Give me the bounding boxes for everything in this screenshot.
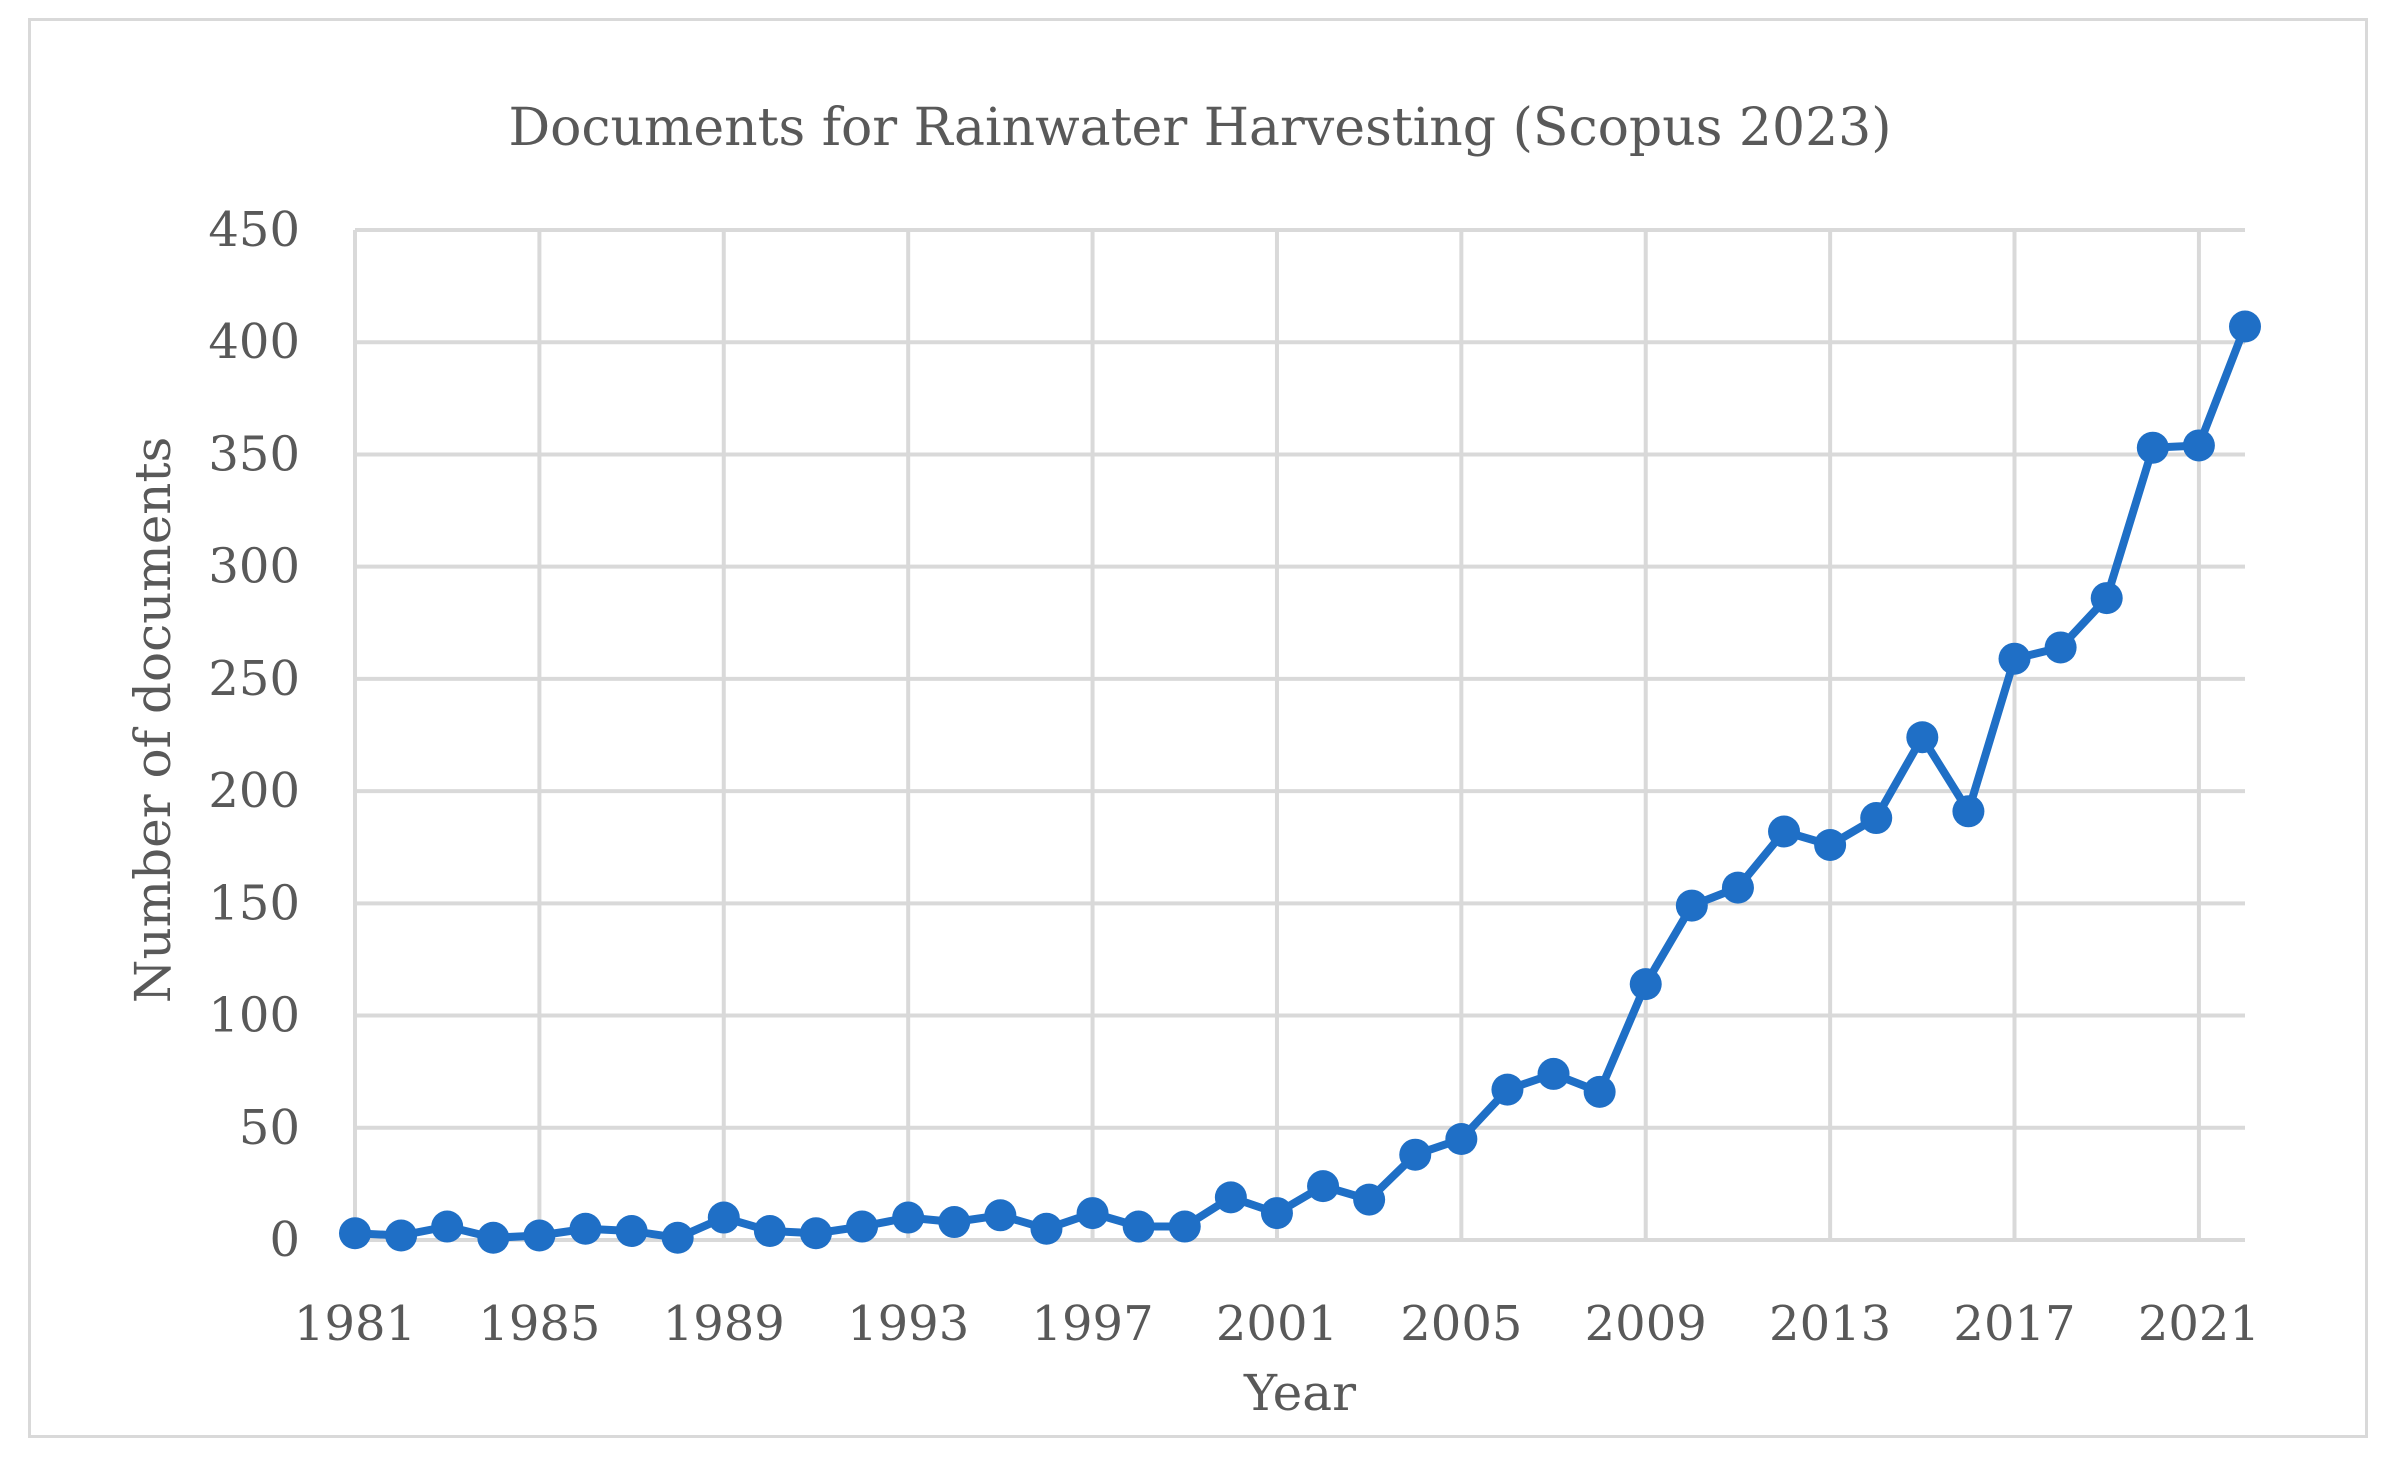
- series-layer: [339, 310, 2261, 1254]
- data-point: [1076, 1197, 1109, 1230]
- x-tick-label: 1993: [847, 1296, 969, 1352]
- chart-title: Documents for Rainwater Harvesting (Scop…: [508, 98, 1891, 158]
- data-point: [1906, 721, 1939, 754]
- data-point: [984, 1199, 1017, 1232]
- data-point: [2044, 631, 2077, 664]
- y-axis-label: Number of documents: [124, 437, 182, 1004]
- data-point: [615, 1215, 648, 1248]
- data-point: [1168, 1210, 1201, 1243]
- data-point: [846, 1210, 879, 1243]
- x-tick-label: 1985: [478, 1296, 600, 1352]
- data-point: [2182, 429, 2215, 462]
- data-point: [1260, 1197, 1293, 1230]
- data-point: [1353, 1183, 1386, 1216]
- data-point: [1721, 871, 1754, 904]
- data-point: [753, 1215, 786, 1248]
- y-tick-label: 400: [208, 314, 300, 370]
- grid-lines: [353, 228, 2245, 1242]
- data-point: [385, 1219, 418, 1252]
- x-tick-label: 2017: [1953, 1296, 2075, 1352]
- data-point: [1814, 828, 1847, 861]
- data-point: [2136, 431, 2169, 464]
- data-point: [1122, 1210, 1155, 1243]
- x-tick-label: 2013: [1769, 1296, 1891, 1352]
- y-tick-label: 250: [208, 651, 300, 707]
- data-point: [1675, 889, 1708, 922]
- data-point: [661, 1221, 694, 1254]
- x-tick-label: 2021: [2138, 1296, 2260, 1352]
- data-point: [2090, 582, 2123, 615]
- data-point: [892, 1201, 925, 1234]
- data-point: [1537, 1057, 1570, 1090]
- data-point: [477, 1221, 510, 1254]
- data-point: [1030, 1212, 1063, 1245]
- data-point: [1445, 1123, 1478, 1155]
- y-tick-label: 100: [208, 988, 300, 1044]
- data-point: [799, 1217, 832, 1250]
- x-tick-label: 1981: [294, 1296, 416, 1352]
- data-point: [1307, 1170, 1340, 1203]
- data-point: [1860, 802, 1893, 835]
- data-point: [1583, 1075, 1616, 1108]
- data-point: [1998, 642, 2031, 675]
- data-point: [1491, 1073, 1524, 1106]
- x-tick-label: 1989: [663, 1296, 785, 1352]
- data-point: [938, 1206, 971, 1239]
- y-tick-label: 450: [208, 202, 300, 258]
- y-tick-label: 150: [208, 875, 300, 931]
- data-point: [2229, 310, 2261, 343]
- x-tick-label: 2005: [1400, 1296, 1522, 1352]
- x-tick-label: 2001: [1216, 1296, 1338, 1352]
- data-point: [523, 1219, 556, 1252]
- chart-frame: [28, 18, 2368, 1438]
- y-tick-label: 50: [239, 1100, 300, 1156]
- y-tick-label: 300: [208, 539, 300, 595]
- data-point: [339, 1217, 371, 1250]
- data-point: [569, 1212, 602, 1245]
- y-tick-label: 200: [208, 763, 300, 819]
- y-tick-label: 350: [208, 426, 300, 482]
- x-tick-label: 2009: [1585, 1296, 1707, 1352]
- data-point: [1214, 1181, 1247, 1214]
- data-point: [431, 1210, 464, 1243]
- x-axis-label: Year: [1243, 1364, 1356, 1422]
- x-tick-label: 1997: [1031, 1296, 1153, 1352]
- x-axis-ticks: 1981 1985 1989 1993 1997 2001 2005 2009 2013 2017…: [294, 1296, 2260, 1352]
- series-line: [354, 325, 2249, 1242]
- data-point: [1952, 795, 1985, 828]
- data-point: [1768, 815, 1801, 848]
- y-tick-label: 0: [269, 1212, 300, 1268]
- data-point: [707, 1201, 740, 1234]
- data-point: [1399, 1138, 1432, 1171]
- data-point: [1629, 968, 1662, 1001]
- y-axis-ticks: 0 50 100 150 200 250 300 350 400 450: [208, 202, 300, 1268]
